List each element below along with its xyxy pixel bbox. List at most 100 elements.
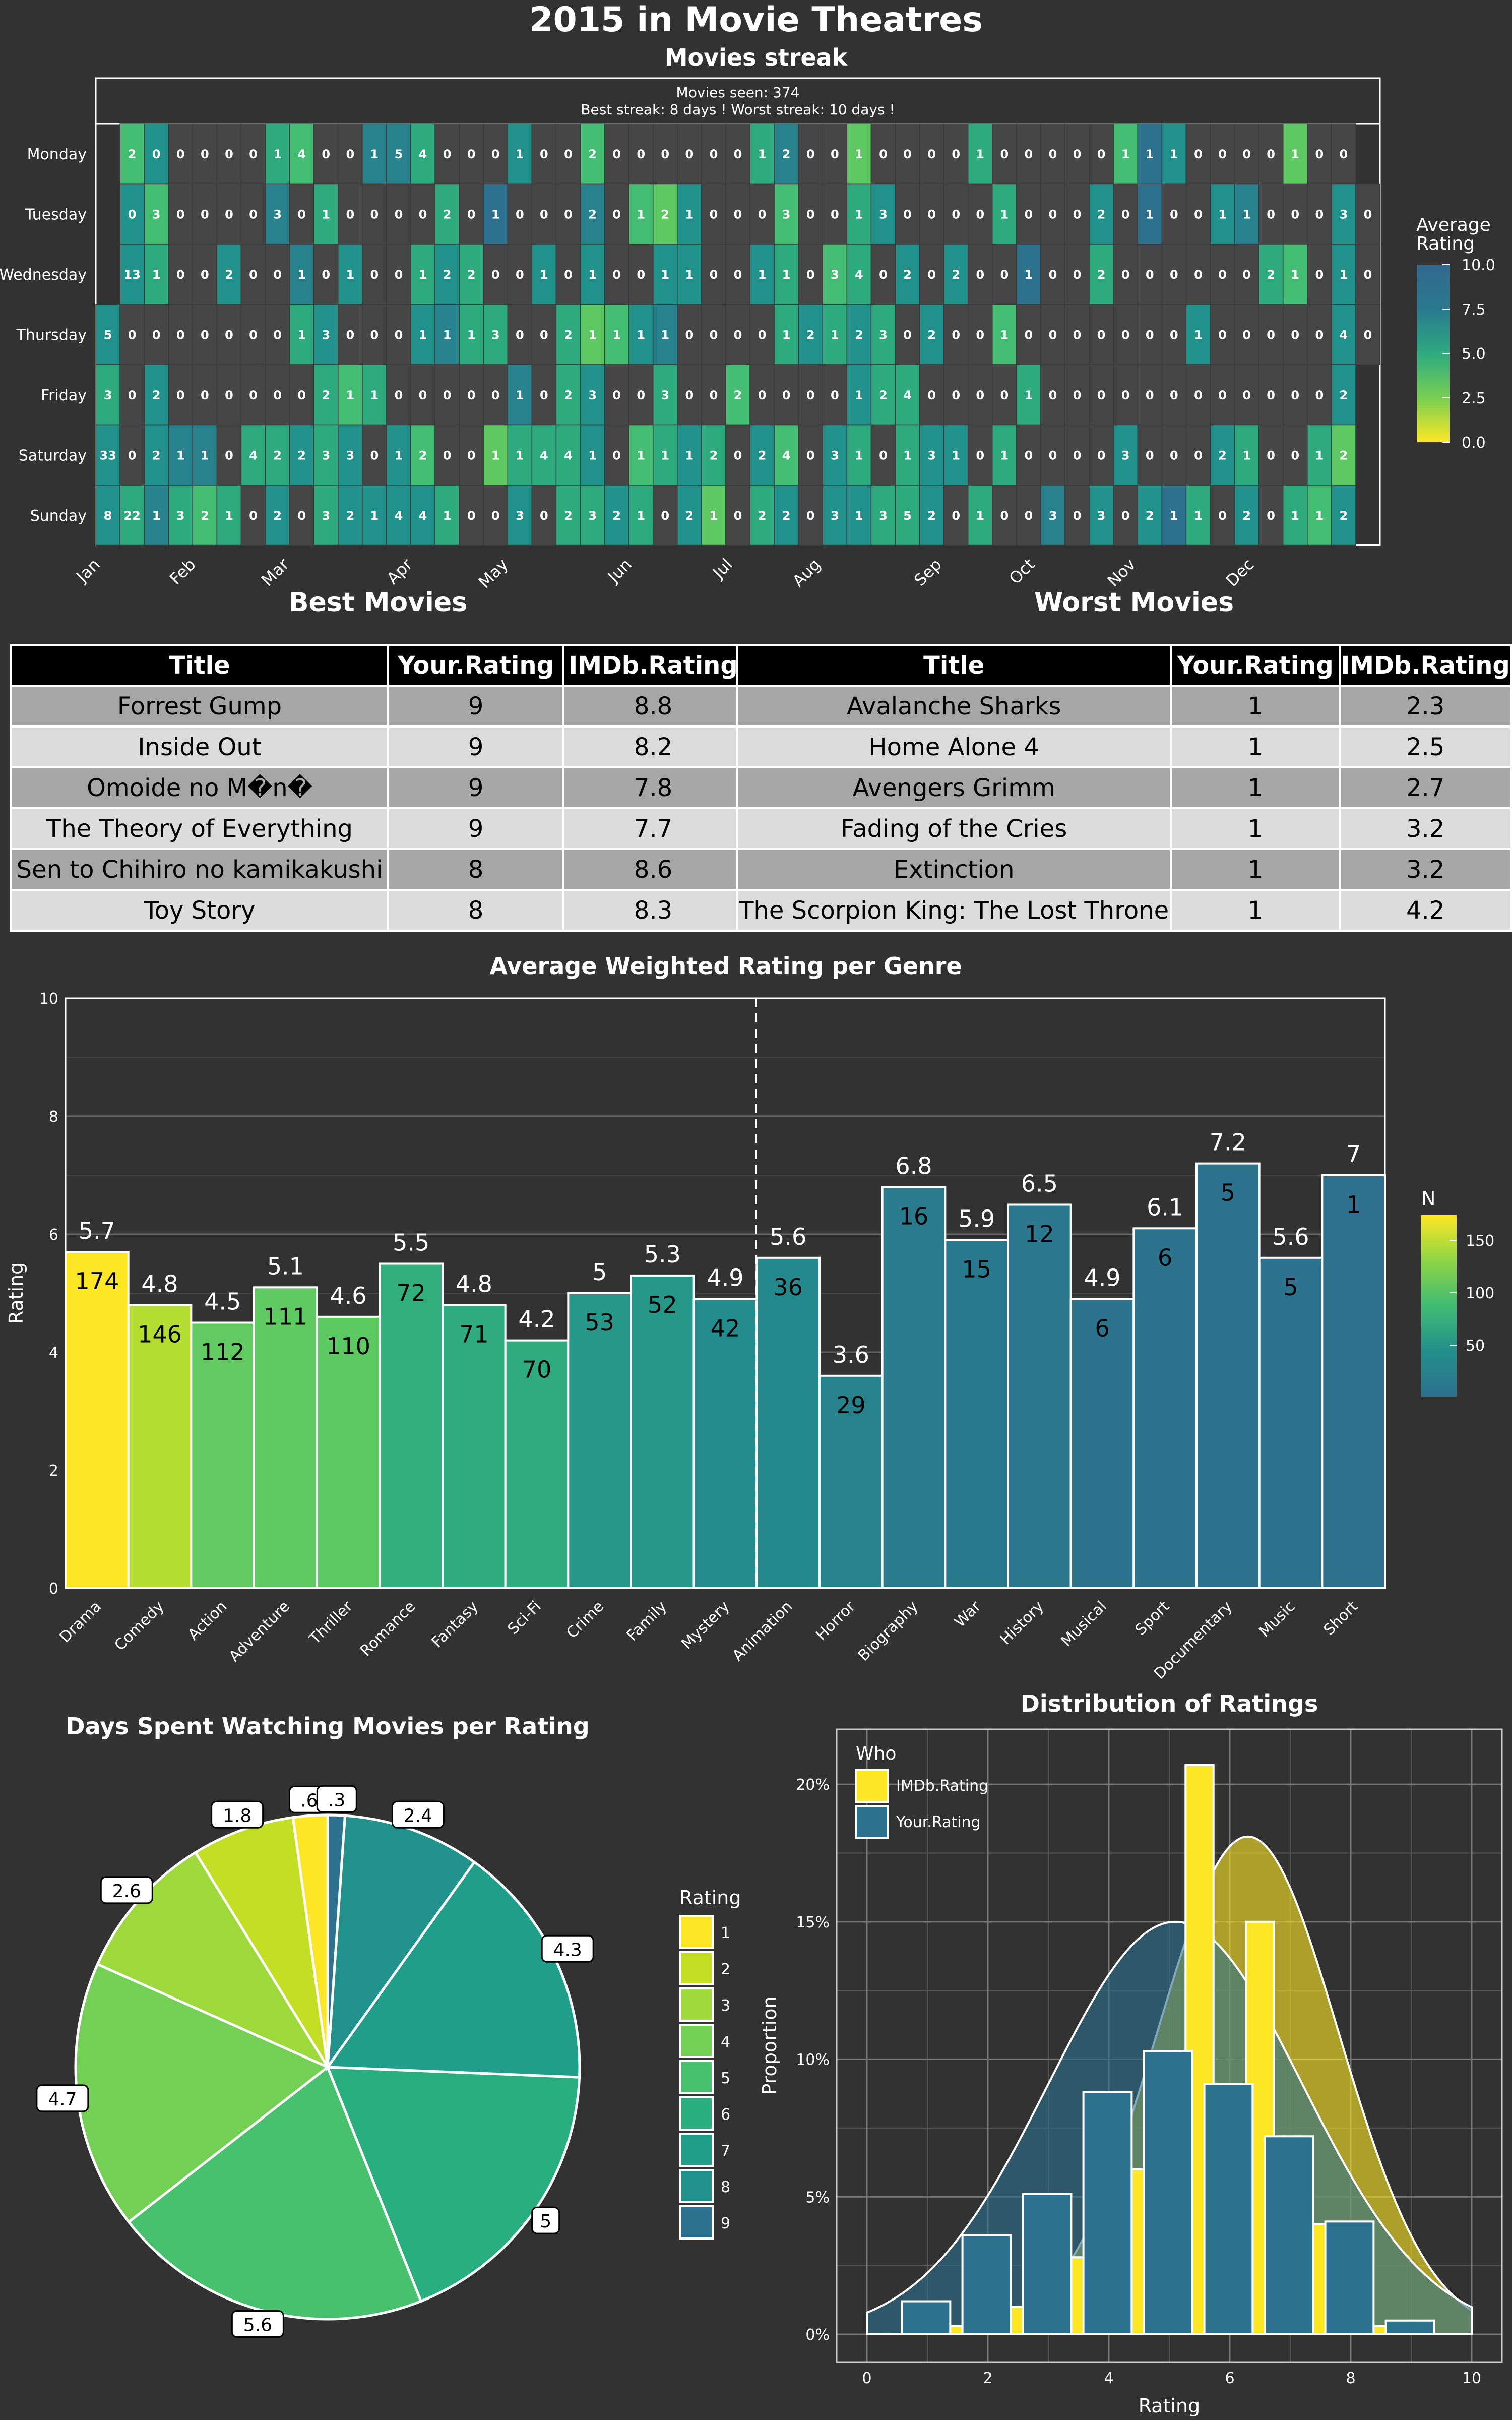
- calendar-cell: [144, 304, 169, 365]
- calendar-cell-count: 0: [1218, 268, 1227, 282]
- genre-bar: [253, 1286, 318, 1589]
- pie-legend-swatch: [679, 2024, 714, 2058]
- calendar-cell-count: 0: [1121, 388, 1130, 402]
- genre-value-label: 4.8: [456, 1270, 492, 1297]
- calendar-cell-count: 2: [419, 448, 427, 462]
- calendar-cell-count: 0: [1025, 448, 1033, 462]
- pie-label-box: [36, 2084, 89, 2112]
- calendar-cell-count: 1: [758, 147, 767, 161]
- calendar-cell-count: 0: [806, 509, 815, 523]
- calendar-cell-count: 0: [1291, 328, 1299, 342]
- calendar-cell: [967, 485, 993, 546]
- calendar-cell-count: 0: [201, 147, 209, 161]
- calendar-cell-count: 0: [564, 147, 573, 161]
- rating-legend-title-line2: Rating: [1416, 233, 1475, 254]
- calendar-cell-count: 0: [734, 207, 742, 221]
- calendar-cell: [289, 485, 314, 546]
- genre-count-label: 6: [1158, 1244, 1172, 1271]
- calendar-cell-count: 0: [637, 388, 645, 402]
- y-tick-label: 0%: [805, 2326, 830, 2344]
- pie-legend-title: Rating: [679, 1887, 741, 1909]
- calendar-cell: [919, 424, 944, 486]
- calendar-cell-count: 1: [588, 448, 597, 462]
- calendar-cell-count: 1: [370, 509, 379, 523]
- calendar-cell: [313, 424, 339, 486]
- calendar-cell-count: 1: [1194, 328, 1203, 342]
- calendar-cell-count: 3: [831, 509, 839, 523]
- calendar-cell: [338, 123, 363, 185]
- y-tick-label: 20%: [796, 1776, 830, 1794]
- calendar-cell-count: 0: [1073, 448, 1082, 462]
- pie-label-text: 4.3: [553, 1940, 582, 1960]
- y-tick-label: 10: [39, 990, 58, 1008]
- imdb-rating: 8.3: [562, 889, 744, 932]
- calendar-cell-count: 0: [1242, 328, 1251, 342]
- calendar-cell-count: 0: [1315, 147, 1324, 161]
- calendar-cell: [338, 485, 363, 546]
- calendar-cell-count: 0: [976, 268, 984, 282]
- calendar-cell-count: 0: [1025, 509, 1033, 523]
- calendar-cell: [483, 364, 509, 426]
- genre-value-label: 5.9: [958, 1205, 995, 1233]
- calendar-cell: [1137, 183, 1163, 245]
- calendar-cell: [749, 244, 775, 305]
- pie-legend-swatch: [679, 2096, 714, 2131]
- calendar-cell-count: 0: [370, 268, 379, 282]
- imdb-rating: 3.2: [1339, 807, 1512, 850]
- calendar-cell: [144, 183, 169, 245]
- table-row: Extinction 1 3.2: [735, 848, 1512, 891]
- calendar-cell: [1331, 183, 1356, 245]
- calendar-cell: [483, 244, 509, 305]
- pie-legend-label: 1: [721, 1924, 730, 1942]
- calendar-cell-count: 0: [879, 448, 888, 462]
- calendar-cell-count: 2: [612, 509, 621, 523]
- calendar-cell-count: 0: [612, 268, 621, 282]
- calendar-cell: [677, 304, 702, 365]
- y-tick-label: 8: [49, 1108, 58, 1126]
- pie-slice: [326, 1814, 476, 2072]
- calendar-cell-count: 0: [734, 147, 742, 161]
- day-label: Wednesday: [0, 266, 87, 284]
- calendar-cell-count: 1: [346, 388, 354, 402]
- calendar-cell-count: 0: [1170, 207, 1178, 221]
- calendar-cell: [240, 424, 266, 486]
- calendar-cell-count: 0: [1049, 268, 1057, 282]
- calendar-cell: [531, 123, 557, 185]
- calendar-cell-count: 0: [927, 207, 936, 221]
- calendar-cell-count: 4: [419, 147, 427, 161]
- calendar-cell-count: 2: [1340, 388, 1348, 402]
- calendar-cell-count: 0: [734, 268, 742, 282]
- calendar-cell-count: 0: [297, 509, 306, 523]
- calendar-cell: [1089, 485, 1114, 546]
- genre-bar: [504, 1339, 570, 1589]
- calendar-cell-count: 0: [1267, 147, 1275, 161]
- calendar-cell-count: 0: [1146, 328, 1154, 342]
- calendar-cell-count: 0: [370, 328, 379, 342]
- calendar-cell: [192, 304, 218, 365]
- calendar-cell-count: 3: [322, 328, 330, 342]
- calendar-cell: [701, 183, 726, 245]
- calendar-cell-count: 1: [1242, 448, 1251, 462]
- calendar-cell: [1089, 244, 1114, 305]
- genre-bar: [944, 1239, 1010, 1589]
- calendar-cell-count: 0: [952, 509, 960, 523]
- genre-value-label: 6.8: [895, 1152, 932, 1179]
- calendar-cell: [604, 304, 629, 365]
- calendar-cell-count: 3: [346, 448, 354, 462]
- genre-category-label: Drama: [56, 1598, 105, 1646]
- calendar-cell: [652, 304, 678, 365]
- column-header-title: Title: [735, 644, 1172, 687]
- calendar-cell-count: 0: [758, 388, 767, 402]
- calendar-cell: [1234, 183, 1259, 245]
- calendar-cell: [943, 123, 969, 185]
- genre-category-label: Comedy: [111, 1598, 167, 1654]
- pie-legend-label: 4: [721, 2033, 730, 2051]
- calendar-cell-count: 1: [1242, 207, 1251, 221]
- your-rating: 9: [387, 725, 564, 768]
- genre-value-label: 5.6: [770, 1223, 806, 1250]
- calendar-cell: [604, 424, 629, 486]
- table-header-row: Title Your.Rating IMDb.Rating: [10, 644, 744, 687]
- calendar-cell: [701, 364, 726, 426]
- calendar-cell-count: 0: [516, 328, 524, 342]
- calendar-cell-count: 0: [1194, 207, 1203, 221]
